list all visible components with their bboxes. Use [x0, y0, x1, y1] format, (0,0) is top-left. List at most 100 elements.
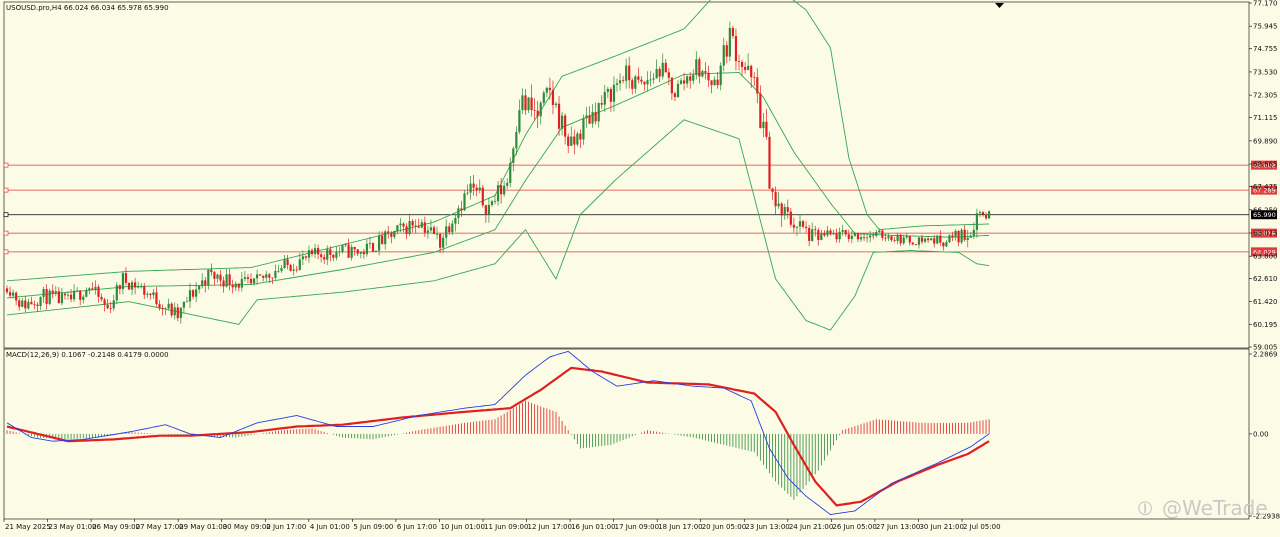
candle — [368, 236, 372, 249]
candle — [591, 104, 594, 128]
candle — [576, 131, 579, 147]
candle — [405, 223, 408, 240]
macd-tick-label: 0.00 — [1253, 430, 1269, 438]
candle — [496, 181, 500, 206]
time-tick-label: 23 May 01:00 — [49, 523, 97, 531]
candle — [890, 235, 893, 243]
candle — [158, 300, 161, 311]
candle — [112, 294, 115, 311]
candle — [304, 255, 307, 261]
candle — [201, 273, 204, 289]
candle — [795, 226, 799, 236]
candle — [313, 243, 317, 259]
candle — [597, 102, 600, 128]
candle — [326, 245, 329, 265]
candle — [539, 100, 542, 125]
bollinger-middle-band — [6, 72, 990, 299]
candle — [457, 205, 460, 225]
candle — [185, 296, 189, 303]
candle — [396, 224, 399, 235]
price-tick-label: 68.665 — [1253, 161, 1278, 169]
time-tick-label: 27 May 17:00 — [136, 523, 184, 531]
level-price-label: 65.990 — [1253, 211, 1276, 219]
time-tick-label: 30 May 09:00 — [223, 523, 271, 531]
price-tick-label: 75.945 — [1253, 23, 1278, 31]
price-tick-label: 63.800 — [1253, 253, 1278, 261]
candle — [469, 175, 472, 200]
candle — [792, 217, 795, 233]
candle — [521, 88, 524, 114]
candle — [963, 224, 966, 242]
candle — [295, 266, 298, 273]
candle — [48, 288, 51, 306]
level-handle[interactable] — [3, 249, 9, 255]
candle — [978, 210, 982, 218]
horizontal-levels[interactable]: 68.608 67.289 65.990 65.018 64.029 — [3, 160, 1277, 257]
candle — [722, 37, 725, 72]
candle — [622, 75, 625, 84]
time-tick-label: 6 Jun 17:00 — [397, 523, 437, 531]
candle — [920, 234, 924, 245]
candle — [323, 253, 326, 264]
candle — [887, 233, 890, 242]
candle — [655, 59, 658, 79]
candle — [817, 227, 820, 246]
candle — [5, 285, 9, 295]
candle — [411, 219, 414, 233]
candle — [161, 304, 164, 316]
chart-shift-marker[interactable] — [995, 3, 1004, 8]
price-axis[interactable]: 77.170 75.945 74.755 73.530 72.305 71.115 69.8… — [1249, 0, 1278, 352]
candle — [487, 197, 490, 223]
candle — [134, 277, 137, 295]
candle — [320, 251, 323, 263]
candle — [490, 199, 494, 207]
level-handle[interactable] — [3, 212, 9, 218]
candle — [881, 229, 884, 241]
candle — [15, 291, 18, 306]
candle — [850, 230, 853, 244]
level-handle[interactable] — [3, 230, 9, 236]
candle — [350, 244, 353, 261]
candle — [615, 78, 619, 92]
candle — [146, 291, 149, 299]
candle — [518, 99, 521, 135]
price-tick-label: 67.475 — [1253, 183, 1278, 191]
candle — [115, 281, 118, 304]
candle — [426, 225, 429, 239]
candle — [381, 231, 384, 245]
candle — [155, 286, 158, 307]
time-tick-label: 17 Jun 09:00 — [615, 523, 659, 531]
level-price-label: 67.289 — [1253, 187, 1276, 195]
candle — [875, 229, 878, 238]
candle — [137, 281, 140, 289]
level-price-label: 64.029 — [1253, 248, 1276, 256]
watermark: ⦶ @WeTrade — [1138, 496, 1268, 520]
time-tick-label: 11 Jun 09:00 — [484, 523, 528, 531]
candle — [188, 283, 192, 308]
candle — [905, 233, 908, 240]
candle — [841, 224, 844, 236]
candle — [984, 212, 988, 220]
level-handle[interactable] — [3, 162, 9, 168]
candle — [12, 289, 15, 299]
candle — [170, 302, 173, 318]
candle — [866, 234, 869, 243]
time-tick-label: 23 Jun 13:00 — [745, 523, 789, 531]
candle — [182, 301, 185, 314]
candle — [231, 279, 234, 294]
candle — [51, 284, 54, 299]
candle — [475, 184, 478, 197]
candle — [451, 220, 454, 236]
level-handle[interactable] — [3, 187, 9, 193]
candle — [60, 287, 63, 306]
macd-axis[interactable]: 2.2869 0.00 -2.2938 — [1249, 351, 1280, 521]
candle — [567, 133, 570, 154]
price-tick-label: 62.610 — [1253, 275, 1278, 283]
candle — [463, 189, 466, 211]
time-tick-label: 30 Jun 21:00 — [919, 523, 963, 531]
candle — [719, 62, 722, 91]
time-tick-label: 4 Jun 01:00 — [310, 523, 350, 531]
